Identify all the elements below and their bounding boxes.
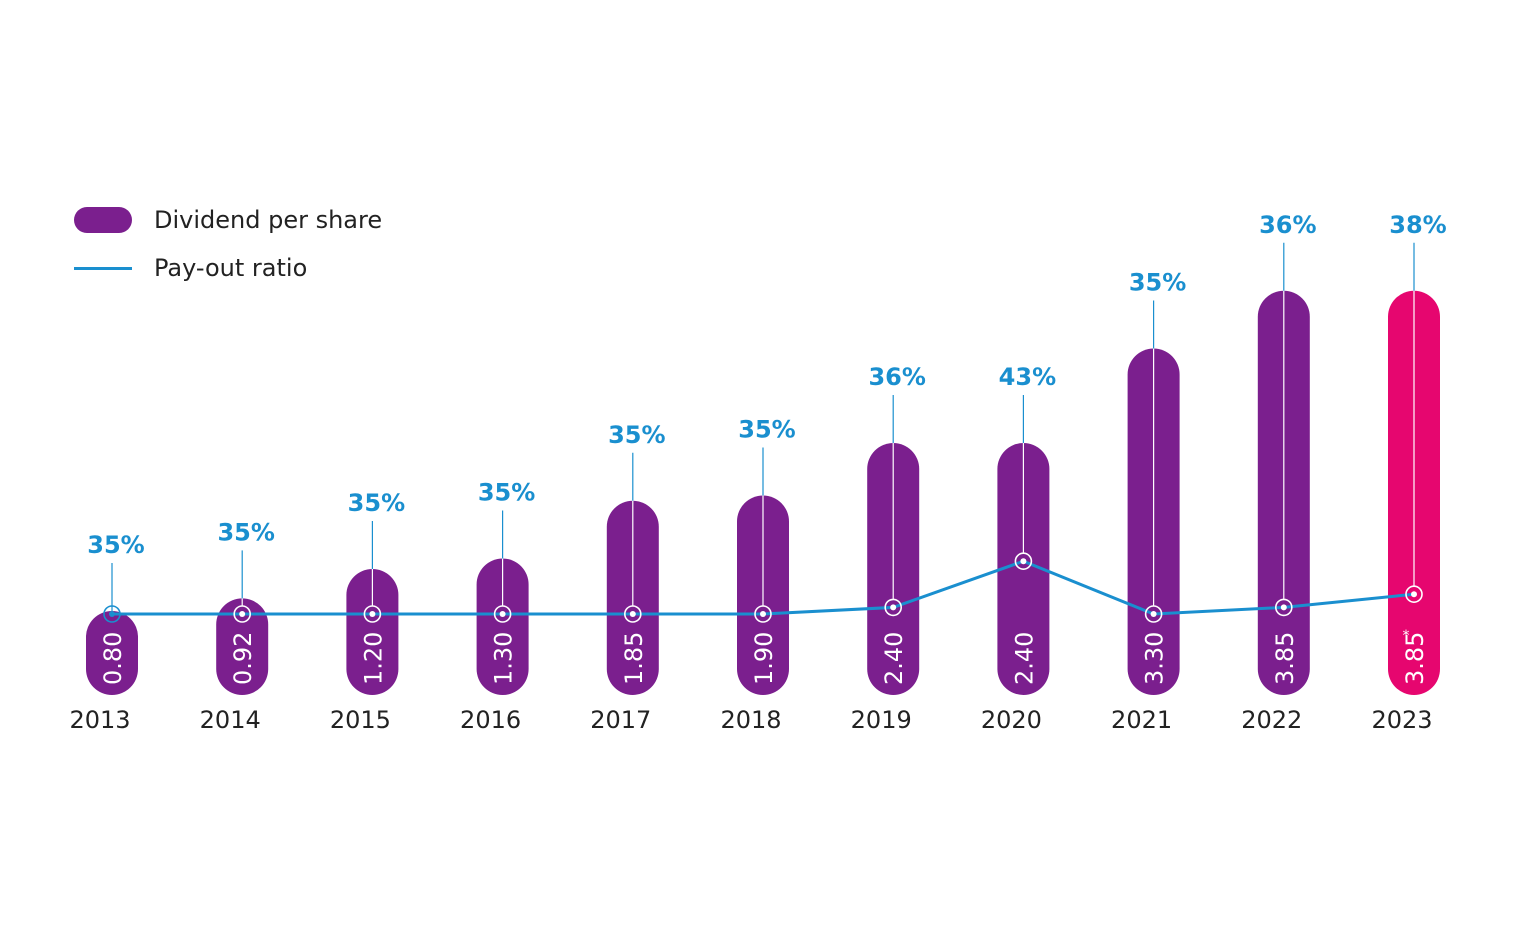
payout-point-2020 xyxy=(1020,558,1027,565)
year-label-2014: 2014 xyxy=(200,706,261,734)
legend-item-dividend: Dividend per share xyxy=(74,196,382,244)
legend-item-payout: Pay-out ratio xyxy=(74,244,382,292)
legend-label-payout: Pay-out ratio xyxy=(154,254,308,282)
payout-point-2015 xyxy=(369,611,376,617)
payout-point-2014 xyxy=(239,611,246,617)
payout-point-ring-2020 xyxy=(1014,552,1033,571)
year-label-2017: 2017 xyxy=(590,706,651,734)
bar-value-2016: 1.30 xyxy=(490,632,518,685)
payout-label-2020: 43% xyxy=(999,363,1056,391)
bar-2013 xyxy=(86,611,138,695)
bar-value-2020: 2.40 xyxy=(1010,632,1038,685)
labels-layer: 0.80 2013 35% 0.92 2014 35% 1.20 2015 35% 1.30 201… xyxy=(69,211,1446,734)
payout-label-2013: 35% xyxy=(87,531,144,559)
payout-label-2018: 35% xyxy=(738,416,795,444)
year-label-2022: 2022 xyxy=(1241,706,1302,734)
bar-value-2023: 3.85 xyxy=(1401,632,1429,685)
payout-label-2014: 35% xyxy=(217,518,274,546)
payout-point-2022 xyxy=(1280,604,1287,611)
year-label-2018: 2018 xyxy=(720,706,781,734)
legend-swatch-bar xyxy=(74,207,132,233)
payout-label-2022: 36% xyxy=(1259,211,1316,239)
payout-point-2017 xyxy=(629,611,636,617)
payout-point-ring-2018 xyxy=(754,605,772,623)
payout-label-2017: 35% xyxy=(608,421,665,449)
payout-label-2023: 38% xyxy=(1389,211,1446,239)
year-label-2019: 2019 xyxy=(851,706,912,734)
bar-value-2014: 0.92 xyxy=(229,632,257,685)
payout-point-ring-2013 xyxy=(103,605,121,623)
legend-swatch-line xyxy=(74,266,132,270)
payout-point-2023 xyxy=(1411,591,1417,598)
payout-line-layer xyxy=(103,552,1423,623)
bar-value-2021: 3.30 xyxy=(1141,632,1169,685)
bar-value-2017: 1.85 xyxy=(620,632,648,685)
payout-point-2018 xyxy=(760,611,766,617)
legend-label-dividend: Dividend per share xyxy=(154,206,383,234)
payout-point-ring-2022 xyxy=(1275,598,1293,617)
bar-value-2018: 1.90 xyxy=(750,632,778,685)
year-label-2020: 2020 xyxy=(981,706,1042,734)
payout-label-2021: 35% xyxy=(1129,269,1186,297)
payout-point-ring-2023 xyxy=(1405,585,1423,604)
year-label-2021: 2021 xyxy=(1111,706,1172,734)
payout-point-2021 xyxy=(1150,611,1157,617)
bar-value-2019: 2.40 xyxy=(880,632,908,685)
bar-value-2022: 3.85 xyxy=(1271,632,1299,685)
payout-label-2019: 36% xyxy=(868,363,925,391)
bar-2014 xyxy=(216,598,269,695)
payout-point-ring-2014 xyxy=(233,605,251,623)
bar-2015 xyxy=(346,569,399,695)
payout-label-2016: 35% xyxy=(478,479,535,507)
bar-value-2015: 1.20 xyxy=(359,632,387,685)
payout-point-ring-2019 xyxy=(884,598,903,617)
payout-point-ring-2021 xyxy=(1144,605,1163,623)
payout-point-ring-2017 xyxy=(623,605,642,623)
payout-label-2015: 35% xyxy=(348,489,405,517)
year-label-2015: 2015 xyxy=(330,706,391,734)
year-label-2016: 2016 xyxy=(460,706,521,734)
bar-value-2013: 0.80 xyxy=(99,632,127,685)
highlight-note-marker: * xyxy=(1403,628,1410,644)
payout-point-ring-2016 xyxy=(493,605,512,623)
payout-point-2019 xyxy=(890,604,897,611)
bar-2016 xyxy=(476,558,529,695)
leader-lines-layer xyxy=(111,242,1415,611)
payout-point-2016 xyxy=(499,611,506,617)
legend: Dividend per share Pay-out ratio xyxy=(74,196,382,292)
year-label-2023: 2023 xyxy=(1371,706,1432,734)
year-label-2013: 2013 xyxy=(69,706,130,734)
payout-point-2013 xyxy=(109,611,115,617)
payout-point-ring-2015 xyxy=(363,605,382,623)
